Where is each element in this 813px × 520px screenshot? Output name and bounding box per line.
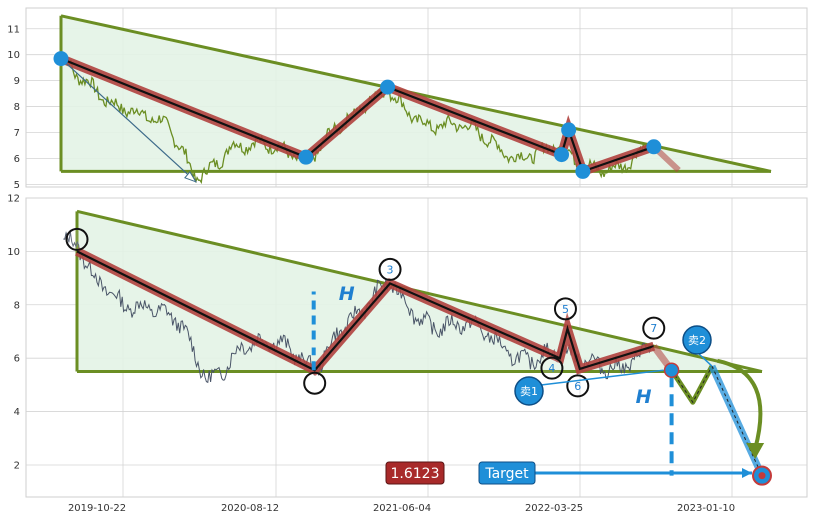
detail-sell1-marker [514, 376, 544, 406]
detail-target-value-label: 1.6123 [391, 466, 440, 482]
detail-xtick-label: 2020-08-12 [221, 503, 279, 514]
detail-price-line [63, 231, 653, 384]
detail-sell1-pointer [540, 369, 664, 386]
overview-pivot-dot [646, 139, 662, 155]
detail-target-line-arrowhead [742, 468, 752, 478]
detail-xtick-label: 2023-01-10 [677, 503, 735, 514]
overview-pivot-dot [53, 51, 69, 67]
detail-projection-green-dash [671, 365, 713, 404]
detail-ytick-label: 12 [7, 194, 20, 205]
detail-pivot-label: 3 [387, 263, 394, 276]
detail-pivot-circle [540, 356, 564, 380]
detail-curved-arrow [717, 358, 763, 450]
detail-breakout-dot [663, 362, 680, 378]
detail-xtick-label: 2022-03-25 [525, 503, 583, 514]
detail-ytick-label: 4 [14, 407, 20, 418]
detail-wave-line [76, 250, 655, 372]
overview-decline-arrowhead [184, 170, 198, 183]
detail-pivot-circle [642, 316, 666, 340]
detail-pivot-label: 6 [574, 380, 581, 393]
detail-h-label-left: H [339, 283, 355, 305]
detail-pivot-circle [65, 227, 89, 251]
detail-pivot-circle [378, 257, 402, 281]
detail-sell2-marker [682, 325, 712, 355]
overview-ytick-label: 7 [14, 128, 20, 139]
detail-sell2-label: 卖2 [688, 334, 706, 347]
detail-ytick-label: 2 [14, 460, 20, 471]
overview-pivot-dot [554, 147, 570, 163]
overview-ytick-label: 5 [14, 180, 20, 191]
detail-xtick-label: 2019-10-22 [68, 503, 126, 514]
overview-pivot-dot [298, 149, 314, 165]
overview-pivot-dot [561, 122, 577, 138]
detail-pivot-label: 7 [650, 322, 657, 335]
detail-xtick-label: 2021-06-04 [373, 503, 431, 514]
detail-target-box [478, 461, 536, 485]
detail-pivot-label: 4 [548, 362, 555, 375]
overview-ytick-label: 11 [7, 24, 20, 35]
detail-projection-blue-dash [711, 365, 763, 476]
overview-ytick-label: 8 [14, 102, 20, 113]
detail-h-label-right: H [636, 386, 652, 408]
detail-pivot-circle [303, 371, 327, 395]
overview-decline-arrow [60, 58, 197, 183]
detail-ytick-label: 8 [14, 300, 20, 311]
detail-target-value-box [385, 461, 445, 485]
detail-pivot-circle [553, 297, 577, 321]
detail-ytick-label: 6 [14, 354, 20, 365]
overview-ytick-label: 10 [7, 50, 20, 61]
overview-pivot-dot [575, 163, 591, 179]
overview-pivot-dot [380, 79, 396, 95]
detail-ytick-label: 10 [7, 247, 20, 258]
detail-pivot-label: 5 [562, 303, 569, 316]
overview-ytick-label: 9 [14, 76, 20, 87]
overview-ytick-label: 6 [14, 154, 20, 165]
detail-curved-arrowhead [746, 442, 765, 459]
detail-sell1-label: 卖1 [520, 385, 538, 398]
detail-target-point-core [758, 472, 766, 480]
detail-target-label: Target [484, 466, 529, 482]
